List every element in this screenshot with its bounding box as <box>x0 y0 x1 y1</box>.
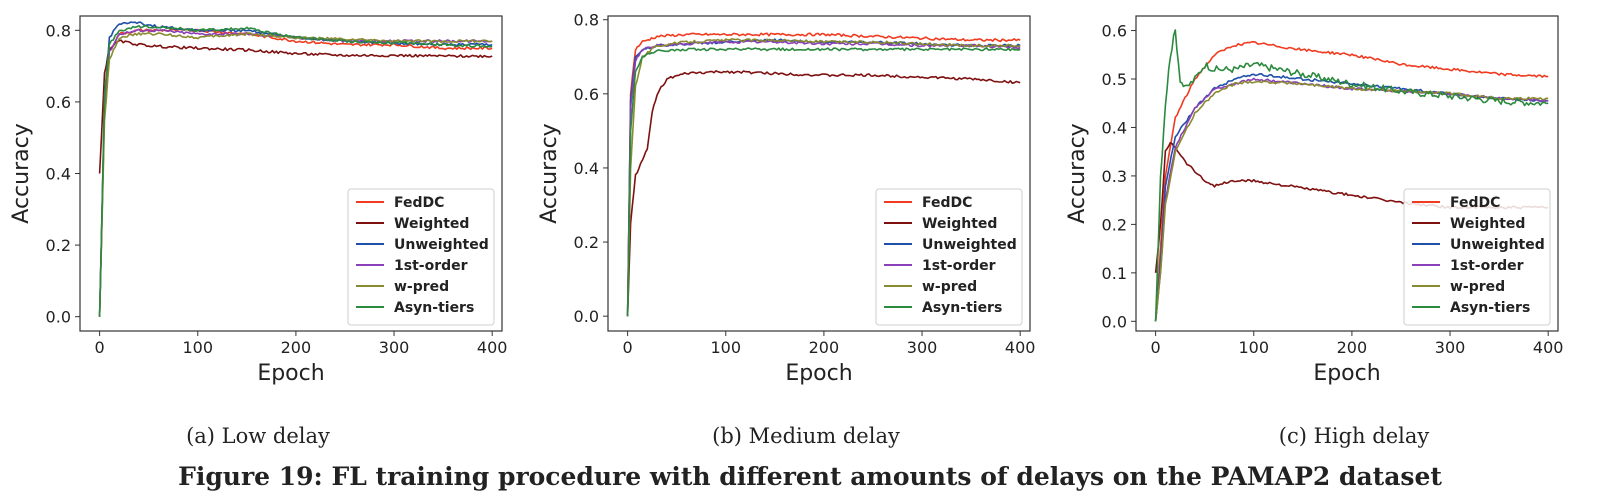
y-tick-label: 0.6 <box>1102 22 1127 41</box>
series-line-w-pred <box>626 38 1021 317</box>
y-tick-label: 0.8 <box>574 11 599 30</box>
x-tick-label: 0 <box>623 338 633 357</box>
legend-label: 1st-order <box>394 258 468 274</box>
series-line-asyn-tiers <box>1154 29 1549 322</box>
legend: FedDC Weighted Unweighted 1st-order w-pred As… <box>875 188 1023 326</box>
legend-box <box>347 188 495 326</box>
legend-label: Weighted <box>394 216 469 232</box>
legend-label: Asyn-tiers <box>922 300 1002 316</box>
series-line-weighted <box>626 70 1021 317</box>
y-tick-label: 0.2 <box>1102 215 1127 234</box>
series-line-w-pred <box>98 31 493 317</box>
legend-label: 1st-order <box>922 258 996 274</box>
figure-canvas: 0 100 200 300 400 0.0 0.2 0.4 0.6 0.8 Epoch Accurac… <box>9 11 1564 386</box>
y-tick-label: 0.8 <box>46 21 71 40</box>
x-axis-label: Epoch <box>1313 361 1380 386</box>
x-tick-label: 400 <box>1005 338 1036 357</box>
x-tick-label: 300 <box>907 338 938 357</box>
series-line-feddc <box>626 32 1021 317</box>
legend: FedDC Weighted Unweighted 1st-order w-pred As… <box>1403 188 1551 326</box>
y-axis-label: Accuracy <box>1065 123 1090 223</box>
x-tick-label: 0 <box>95 338 105 357</box>
y-tick-label: 0.5 <box>1102 70 1127 89</box>
y-tick-label: 0.1 <box>1102 264 1127 283</box>
legend-label: FedDC <box>1450 195 1500 211</box>
y-tick-label: 0.3 <box>1102 167 1127 186</box>
y-tick-label: 0.0 <box>574 307 599 326</box>
legend-label: Unweighted <box>922 237 1017 253</box>
caption-b: (b) Medium delay <box>712 424 900 448</box>
legend-box <box>875 188 1023 326</box>
figure-title: Figure 19: FL training procedure with di… <box>178 462 1442 491</box>
chart-panel-0: 0 100 200 300 400 0.0 0.2 0.4 0.6 0.8 Epoch Accurac… <box>9 15 508 386</box>
legend-label: Asyn-tiers <box>394 300 474 316</box>
series-line-w-pred <box>1154 80 1549 322</box>
y-axis-label: Accuracy <box>537 123 562 223</box>
y-axis-label: Accuracy <box>9 123 34 223</box>
chart-panel-1: 0 100 200 300 400 0.0 0.2 0.4 0.6 0.8 Epoch Accurac… <box>537 11 1035 386</box>
y-tick-label: 0.2 <box>46 236 71 255</box>
legend-label: w-pred <box>1450 279 1505 295</box>
legend-box <box>1403 188 1551 326</box>
y-tick-label: 0.0 <box>46 308 71 327</box>
series-line-asyn-tiers <box>626 47 1021 317</box>
x-tick-label: 400 <box>477 338 508 357</box>
y-tick-label: 0.6 <box>46 93 71 112</box>
x-tick-label: 100 <box>1238 338 1269 357</box>
x-tick-label: 200 <box>1337 338 1368 357</box>
plot-frame <box>1135 15 1559 332</box>
y-tick-label: 0.2 <box>574 233 599 252</box>
legend-label: w-pred <box>394 279 449 295</box>
x-tick-label: 100 <box>182 338 213 357</box>
legend-label: FedDC <box>394 195 444 211</box>
legend: FedDC Weighted Unweighted 1st-order w-pred As… <box>347 188 495 326</box>
legend-label: Unweighted <box>1450 237 1545 253</box>
series-line-weighted <box>98 39 493 174</box>
legend-label: FedDC <box>922 195 972 211</box>
series-line-asyn-tiers <box>98 24 493 317</box>
legend-label: Weighted <box>1450 216 1525 232</box>
legend-label: 1st-order <box>1450 258 1524 274</box>
legend-label: Unweighted <box>394 237 489 253</box>
x-tick-label: 0 <box>1151 338 1161 357</box>
caption-a: (a) Low delay <box>186 424 330 448</box>
x-tick-label: 400 <box>1533 338 1564 357</box>
x-tick-label: 200 <box>809 338 840 357</box>
y-tick-label: 0.4 <box>46 165 71 184</box>
x-tick-label: 100 <box>710 338 741 357</box>
caption-c: (c) High delay <box>1278 424 1430 448</box>
chart-panel-2: 0 100 200 300 400 0.0 0.1 0.2 0.3 0.4 0.5 0.6 Epoch A… <box>1065 15 1564 386</box>
x-axis-label: Epoch <box>785 361 852 386</box>
y-tick-label: 0.4 <box>1102 118 1127 137</box>
plot-frame <box>607 15 1031 332</box>
y-tick-label: 0.4 <box>574 159 599 178</box>
series-line-feddc <box>1154 40 1549 322</box>
legend-label: Weighted <box>922 216 997 232</box>
legend-label: Asyn-tiers <box>1450 300 1530 316</box>
y-tick-label: 0.0 <box>1102 312 1127 331</box>
x-tick-label: 300 <box>1435 338 1466 357</box>
x-axis-label: Epoch <box>257 361 324 386</box>
legend-label: w-pred <box>922 279 977 295</box>
x-tick-label: 300 <box>379 338 410 357</box>
x-tick-label: 200 <box>281 338 312 357</box>
y-tick-label: 0.6 <box>574 85 599 104</box>
